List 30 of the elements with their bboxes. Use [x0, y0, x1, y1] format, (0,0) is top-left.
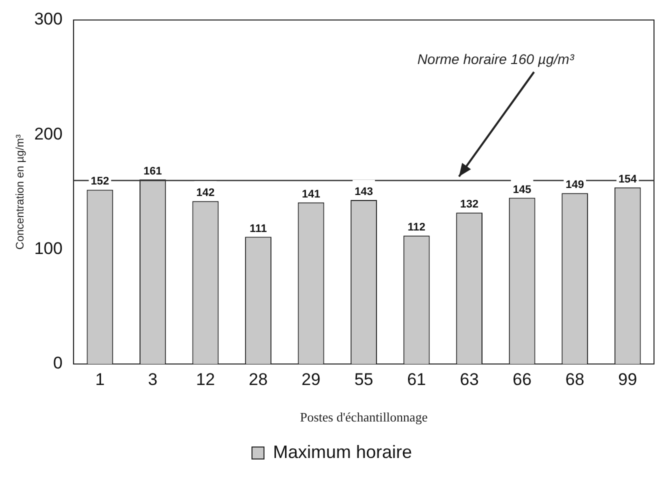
x-tick-label: 3 — [148, 370, 158, 389]
data-label: 161 — [144, 165, 162, 178]
y-tick-label: 100 — [34, 239, 63, 258]
data-label: 141 — [302, 188, 320, 200]
data-label: 145 — [512, 184, 532, 196]
x-tick-label: 1 — [95, 370, 105, 389]
data-label: 132 — [460, 198, 478, 211]
data-label: 112 — [408, 222, 426, 234]
x-tick-label: 29 — [302, 370, 320, 389]
x-tick-label: 63 — [460, 370, 479, 389]
y-tick-label: 200 — [34, 124, 63, 144]
data-label: 154 — [618, 173, 638, 186]
y-axis-title: Concentration en µg/m³ — [14, 134, 27, 250]
x-tick-label: 28 — [248, 370, 268, 389]
data-label: 152 — [90, 176, 110, 188]
ref-line-label: Norme horaire 160 µg/m³ — [417, 50, 574, 67]
y-tick-label: 0 — [53, 354, 63, 373]
x-tick-label: 66 — [512, 370, 532, 389]
data-label: 149 — [566, 179, 584, 192]
legend-label: Maximum horaire — [272, 442, 412, 462]
data-label: 142 — [196, 187, 215, 200]
x-tick-label: 12 — [196, 370, 215, 389]
x-tick-label: 99 — [618, 370, 638, 389]
y-tick-label: 300 — [34, 10, 63, 29]
x-tick-label: 68 — [565, 370, 584, 389]
data-label: 143 — [354, 186, 373, 198]
x-tick-label: 55 — [354, 370, 374, 389]
data-label: 111 — [250, 222, 267, 235]
x-axis-title: Postes d'échantillonnage — [300, 410, 428, 425]
x-tick-label: 61 — [407, 370, 426, 389]
